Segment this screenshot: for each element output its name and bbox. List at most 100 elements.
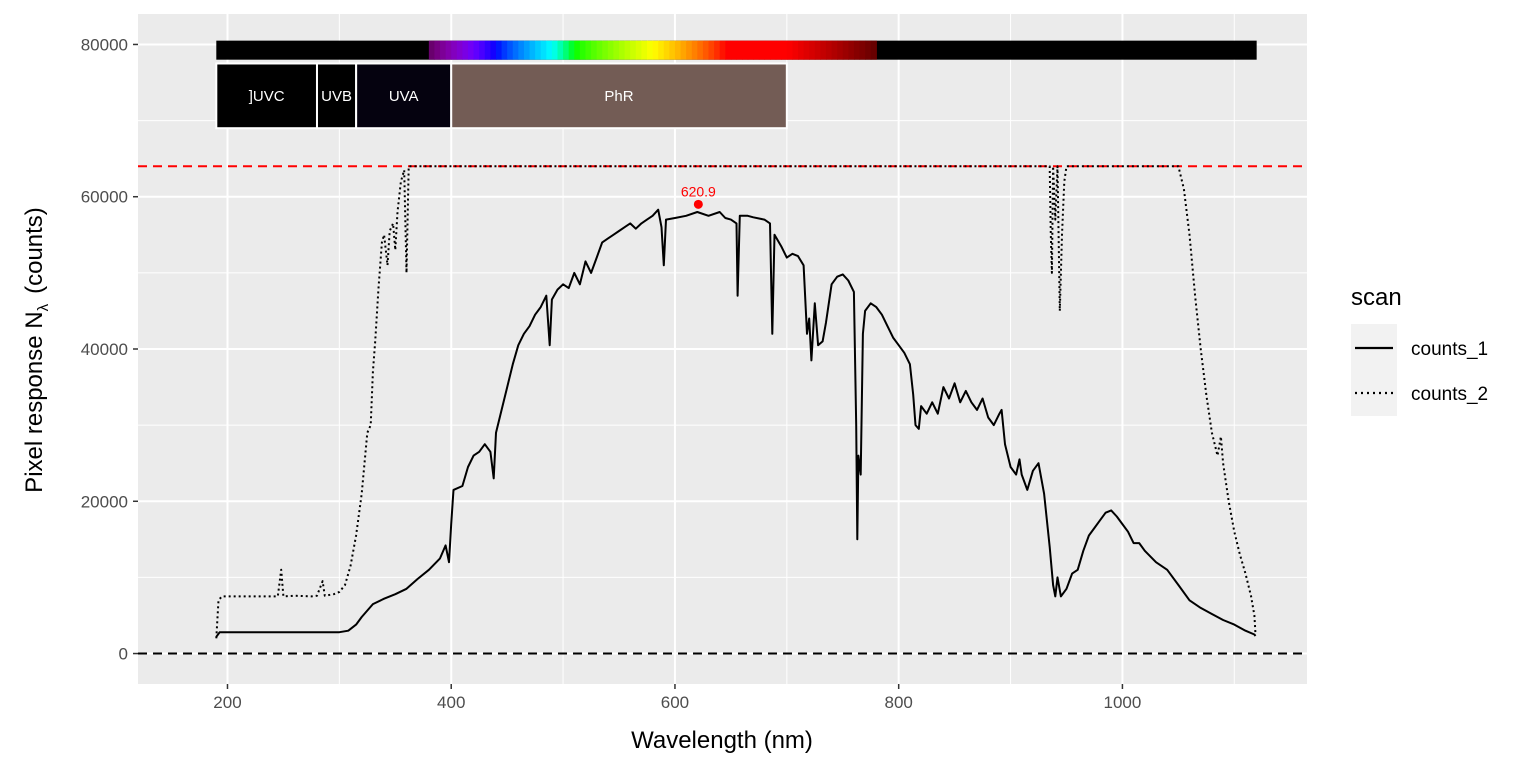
color-bar-segment: [775, 40, 782, 60]
color-bar-segment: [440, 40, 447, 60]
color-bar-segment: [674, 40, 682, 60]
color-bar-segment: [853, 40, 861, 60]
legend-label-counts_2: counts_2: [1411, 384, 1488, 405]
y-tick-label: 20000: [81, 492, 128, 511]
color-bar-segment: [770, 40, 777, 60]
color-bar-segment: [719, 40, 726, 60]
y-tick-label: 40000: [81, 340, 128, 359]
color-bar-segment: [635, 40, 642, 60]
color-bar-segment: [758, 40, 766, 60]
series-line-counts_2: [215, 165, 1257, 639]
color-bar-segment: [781, 40, 788, 60]
color-bar-segment: [607, 40, 615, 60]
color-bar-segment: [445, 40, 452, 60]
color-bar-segment: [512, 40, 519, 60]
waveband-label: PhR: [604, 88, 633, 105]
color-bar-segment: [602, 40, 609, 60]
color-bar-segment: [596, 40, 603, 60]
waveband-label: UVA: [389, 88, 419, 105]
wavelength-color-bar: [216, 40, 1257, 60]
y-axis-title-main: Pixel response N: [21, 311, 48, 492]
color-bar-segment: [786, 40, 794, 60]
color-bar-segment: [798, 40, 805, 60]
color-bar-segment: [652, 40, 659, 60]
color-bar-segment: [462, 40, 469, 60]
color-bar-segment: [820, 40, 827, 60]
color-bar-segment: [742, 40, 749, 60]
color-bar-segment: [479, 40, 486, 60]
color-bar-segment: [809, 40, 816, 60]
color-bar-segment: [473, 40, 480, 60]
color-bar-segment: [540, 40, 547, 60]
y-tick-label: 80000: [81, 35, 128, 54]
color-bar-segment: [546, 40, 553, 60]
color-bar-segment: [434, 40, 441, 60]
x-tick-label: 800: [885, 693, 913, 712]
waveband-box-uva: [355, 62, 453, 130]
color-bar-segment: [686, 40, 693, 60]
color-bar-segment: [747, 40, 754, 60]
color-bar-segment: [630, 40, 637, 60]
x-tick-label: 200: [213, 693, 241, 712]
peak-point: [693, 199, 703, 209]
y-axis-title: Pixel response Nλ (counts): [21, 207, 52, 493]
y-axis-title-unit: (counts): [21, 207, 48, 294]
color-bar-segment: [641, 40, 648, 60]
legend-label-counts_1: counts_1: [1411, 339, 1488, 360]
color-bar-segment: [825, 40, 833, 60]
color-bar-segment: [764, 40, 771, 60]
color-bar-segment: [658, 40, 665, 60]
color-bar-segment: [842, 40, 849, 60]
color-bar-segment: [848, 40, 855, 60]
legend-key-bg: [1351, 324, 1397, 416]
color-bar-segment: [837, 40, 844, 60]
x-tick-label: 1000: [1104, 693, 1142, 712]
waveband-label: ]UVC: [249, 88, 285, 105]
color-bar-segment: [714, 40, 721, 60]
color-bar-segment: [619, 40, 626, 60]
color-bar-segment: [535, 40, 542, 60]
color-bar-segment: [730, 40, 738, 60]
color-bar-segment: [451, 40, 458, 60]
color-bar-segment: [574, 40, 581, 60]
color-bar-segment: [680, 40, 687, 60]
color-bar-segment: [495, 40, 503, 60]
peak-marker: 620.9: [681, 183, 716, 209]
series-line-counts_1: [215, 208, 1257, 638]
color-bar-segment: [490, 40, 497, 60]
color-bar-segment: [702, 40, 710, 60]
color-bar-segment: [725, 40, 732, 60]
color-bar-segment: [484, 40, 491, 60]
color-bar-segment: [803, 40, 810, 60]
x-tick-label: 400: [437, 693, 465, 712]
color-bar-segment: [646, 40, 654, 60]
color-bar-segment: [669, 40, 676, 60]
color-bar-segment: [579, 40, 587, 60]
color-bar-segment: [792, 40, 799, 60]
x-axis: 200 400 600 800 1000: [213, 684, 1141, 712]
legend: scan counts_1 counts_2: [1351, 284, 1488, 416]
color-bar-segment: [613, 40, 620, 60]
waveband-box-phr: [450, 62, 788, 130]
y-tick-label: 60000: [81, 188, 128, 207]
color-bar-segment: [563, 40, 570, 60]
color-bar-segment: [865, 40, 872, 60]
color-bar-segment: [753, 40, 760, 60]
color-bar-segment: [859, 40, 866, 60]
color-bar-segment: [568, 40, 575, 60]
x-axis-title: Wavelength (nm): [631, 727, 813, 754]
color-bar-segment: [529, 40, 536, 60]
color-bar-segment: [523, 40, 531, 60]
waveband-label: UVB: [321, 88, 352, 105]
color-bar-segment: [708, 40, 715, 60]
x-tick-label: 600: [661, 693, 689, 712]
color-bar-segment: [456, 40, 464, 60]
color-bar-segment: [736, 40, 743, 60]
waveband-box-uvc: [215, 62, 318, 130]
color-bar-segment: [518, 40, 525, 60]
color-bar-segment: [551, 40, 559, 60]
color-bar-segment: [697, 40, 704, 60]
waveband-boxes: ]UVC UVB UVA PhR: [215, 62, 788, 130]
y-tick-label: 0: [119, 645, 128, 664]
